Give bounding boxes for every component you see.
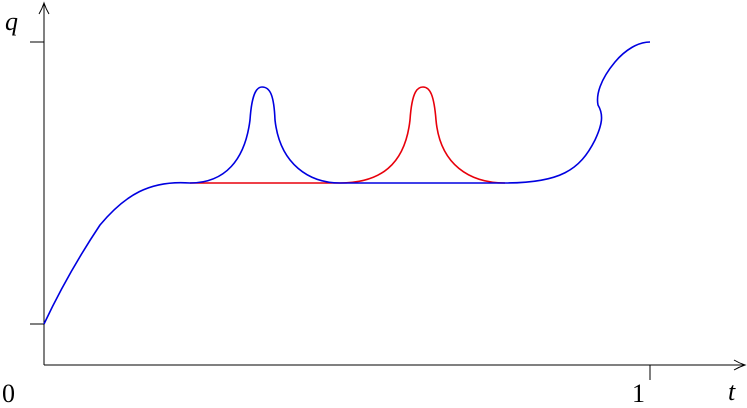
y-arrow: [38, 1, 50, 15]
axes: [30, 1, 747, 380]
x-end-label: 1: [632, 379, 645, 408]
origin-label: 0: [2, 379, 15, 408]
x-arrow: [733, 359, 747, 371]
x-label: t: [728, 377, 736, 406]
red-curve: [190, 86, 506, 184]
blue-curve: [43, 41, 651, 325]
y-label: q: [5, 7, 18, 36]
